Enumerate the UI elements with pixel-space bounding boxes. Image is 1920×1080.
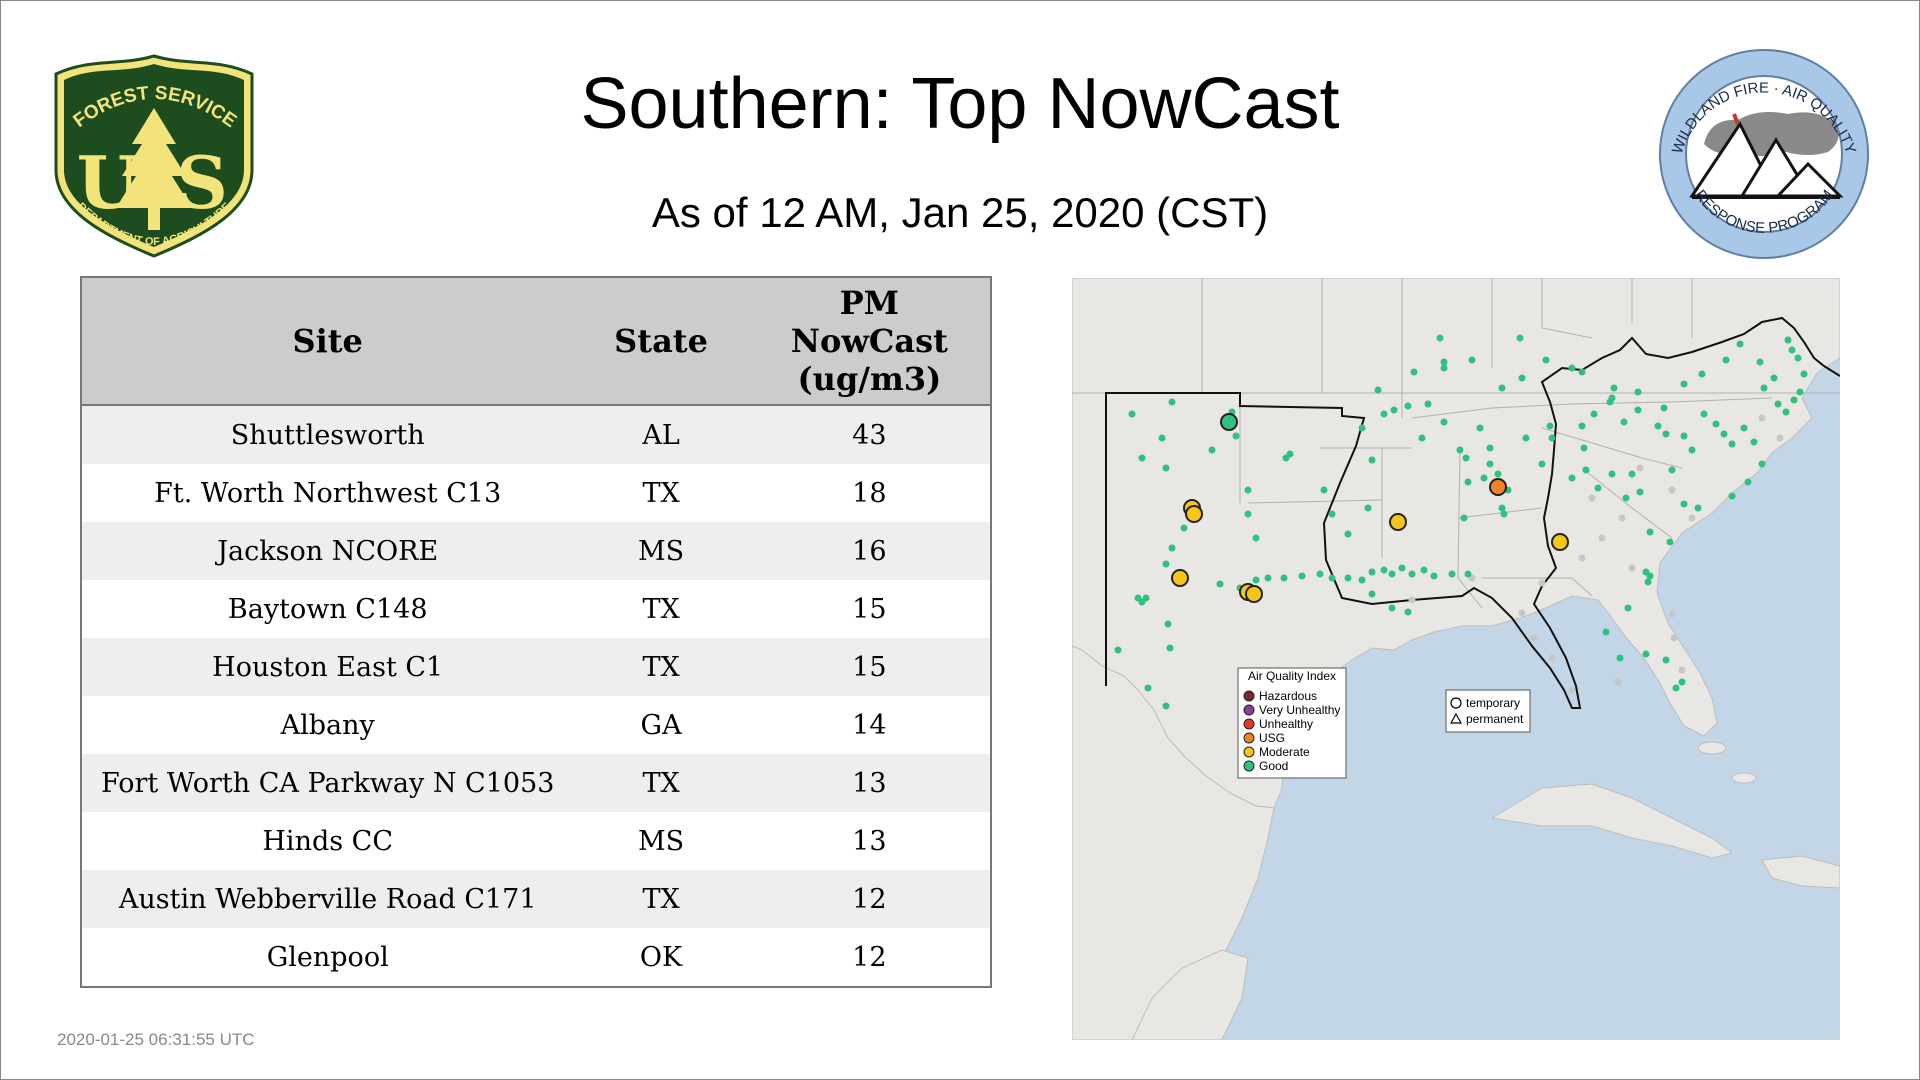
cell-value: 43 [748,405,990,464]
table-row: Fort Worth CA Parkway N C1053 TX 13 [82,754,990,812]
table-row: Baytown C148 TX 15 [82,580,990,638]
header-pm-line1: PM [839,284,900,322]
legend-label-very-unhealthy: Very Unhealthy [1259,703,1340,717]
svg-text:S: S [176,140,228,225]
cell-value: 15 [748,638,990,696]
usg-site [1489,478,1507,496]
legend-swatch-unhealthy [1243,718,1255,730]
map-state-lines [1072,278,1840,609]
cell-site: Baytown C148 [82,580,574,638]
legend-label-hazardous: Hazardous [1259,689,1317,703]
header-state: State [573,278,749,406]
cell-site: Fort Worth CA Parkway N C1053 [82,754,574,812]
legend-label-moderate: Moderate [1259,745,1310,759]
legend-swatch-good [1243,760,1255,772]
generated-timestamp: 2020-01-25 06:31:55 UTC [57,1030,255,1049]
cell-value: 14 [748,696,990,754]
cell-state: TX [573,870,749,928]
cell-state: MS [573,522,749,580]
table-row: Austin Webberville Road C171 TX 12 [82,870,990,928]
cell-value: 18 [748,464,990,522]
table-row: Ft. Worth Northwest C13 TX 18 [82,464,990,522]
table-header-row: Site State PM NowCast (ug/m3) [82,278,990,406]
legend-swatch-very-unhealthy [1243,704,1255,716]
nowcast-table: Site State PM NowCast (ug/m3) Shuttleswo… [80,276,992,988]
header-pm-line3: (ug/m3) [797,360,942,398]
cell-state: TX [573,754,749,812]
svg-text:U: U [77,140,140,225]
cell-site: Hinds CC [82,812,574,870]
legend-permanent: permanent [1466,712,1524,726]
header-pm-line2: NowCast [790,322,948,360]
legend-label-usg: USG [1259,731,1285,745]
inactive-sites [1408,414,1784,694]
good-sites [1114,334,1808,710]
legend-swatch-usg [1243,732,1255,744]
legend-swatch-moderate [1243,746,1255,758]
wildland-fire-logo: WILDLAND FIRE · AIR QUALITY RESPONSE PRO… [1659,49,1869,259]
temporary-circle-icon [1450,697,1462,709]
permanent-triangle-icon [1449,712,1463,724]
table-row: Hinds CC MS 13 [82,812,990,870]
cell-site: Albany [82,696,574,754]
header-site: Site [82,278,574,406]
cell-state: GA [573,696,749,754]
cell-state: TX [573,638,749,696]
cell-state: OK [573,928,749,986]
page-subtitle: As of 12 AM, Jan 25, 2020 (CST) [651,189,1269,236]
cell-state: MS [573,812,749,870]
cell-value: 15 [748,580,990,638]
map-region-border [1105,316,1840,709]
cell-value: 13 [748,812,990,870]
table-row: Albany GA 14 [82,696,990,754]
table-row: Jackson NCORE MS 16 [82,522,990,580]
map-land-bahamas-2 [1731,772,1757,784]
shape-legend: temporary permanent [1445,689,1531,733]
cell-site: Houston East C1 [82,638,574,696]
cell-value: 12 [748,870,990,928]
good-site-large [1220,413,1238,431]
cell-site: Glenpool [82,928,574,986]
legend-label-good: Good [1259,759,1288,773]
map-land-yucatan [1131,949,1249,1040]
table-row: Glenpool OK 12 [82,928,990,986]
header-pm-nowcast: PM NowCast (ug/m3) [748,278,990,406]
moderate-sites [1171,499,1569,603]
cell-state: TX [573,580,749,638]
map-land-cuba [1490,783,1734,859]
map-land-hispaniola [1761,855,1840,889]
cell-value: 12 [748,928,990,986]
page-title: Southern: Top NowCast [580,64,1340,144]
legend-temporary: temporary [1466,696,1520,710]
cell-state: AL [573,405,749,464]
legend-title: Air Quality Index [1248,669,1336,683]
table-row: Shuttlesworth AL 43 [82,405,990,464]
cell-site: Ft. Worth Northwest C13 [82,464,574,522]
forest-service-logo: U S FOREST SERVICE DEPARTMENT OF AGRICUL… [54,54,254,258]
cell-site: Shuttlesworth [82,405,574,464]
table-row: Houston East C1 TX 15 [82,638,990,696]
cell-site: Austin Webberville Road C171 [82,870,574,928]
legend-swatch-hazardous [1243,690,1255,702]
legend-label-unhealthy: Unhealthy [1259,717,1313,731]
cell-state: TX [573,464,749,522]
map-land-bahamas [1697,741,1727,755]
cell-site: Jackson NCORE [82,522,574,580]
cell-value: 13 [748,754,990,812]
cell-value: 16 [748,522,990,580]
